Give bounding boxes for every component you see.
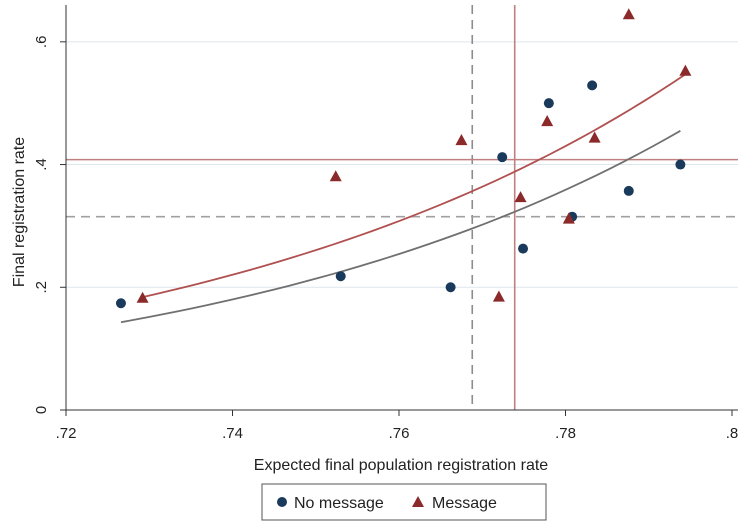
legend-label-no-message: No message bbox=[294, 495, 384, 512]
data-point-no-message bbox=[115, 298, 126, 309]
legend-marker-no-message bbox=[277, 497, 287, 507]
y-tick-label: .6 bbox=[33, 36, 50, 49]
data-point-message bbox=[492, 290, 505, 302]
fit-curves bbox=[120, 73, 686, 324]
data-point-no-message bbox=[623, 185, 634, 196]
y-tick-label: .4 bbox=[33, 158, 50, 171]
data-point-message bbox=[622, 8, 635, 20]
data-point-message bbox=[136, 291, 149, 303]
data-point-message bbox=[329, 170, 342, 182]
legend-marker-message bbox=[412, 496, 424, 507]
data-point-message bbox=[588, 131, 601, 143]
legend-label-message: Message bbox=[432, 495, 497, 512]
x-tick-label: .76 bbox=[389, 425, 410, 442]
legend-box bbox=[261, 483, 547, 521]
data-point-message bbox=[514, 191, 527, 203]
x-tick-label: .8 bbox=[726, 425, 738, 442]
x-tick-label: .74 bbox=[222, 425, 243, 442]
data-point-no-message bbox=[518, 243, 529, 254]
data-point-message bbox=[541, 114, 554, 127]
data-point-message bbox=[679, 64, 692, 76]
y-tick-label: .2 bbox=[33, 281, 50, 294]
legend: No message Message bbox=[261, 483, 547, 521]
data-point-no-message bbox=[445, 282, 456, 293]
y-tick-label: 0 bbox=[33, 406, 50, 414]
y-ticks: 0 .2 .4 .6 bbox=[33, 36, 66, 414]
data-point-no-message bbox=[497, 152, 508, 163]
axes bbox=[65, 5, 738, 411]
data-point-message bbox=[455, 134, 468, 146]
data-point-no-message bbox=[675, 159, 686, 170]
x-ticks: .72 .74 .76 .78 .8 bbox=[56, 410, 738, 442]
data-point-message bbox=[562, 212, 575, 224]
fit-curve-1 bbox=[142, 73, 686, 298]
data-points bbox=[115, 8, 692, 309]
x-axis-title: Expected final population registration r… bbox=[254, 457, 549, 474]
x-tick-label: .78 bbox=[555, 425, 576, 442]
fit-curve-0 bbox=[120, 130, 681, 324]
x-tick-label: .72 bbox=[56, 425, 77, 442]
grid-lines bbox=[66, 41, 738, 288]
reference-lines bbox=[66, 5, 738, 410]
y-axis-title: Final registration rate bbox=[11, 137, 28, 287]
data-point-no-message bbox=[543, 98, 554, 109]
data-point-no-message bbox=[335, 271, 346, 282]
data-point-no-message bbox=[587, 80, 598, 91]
